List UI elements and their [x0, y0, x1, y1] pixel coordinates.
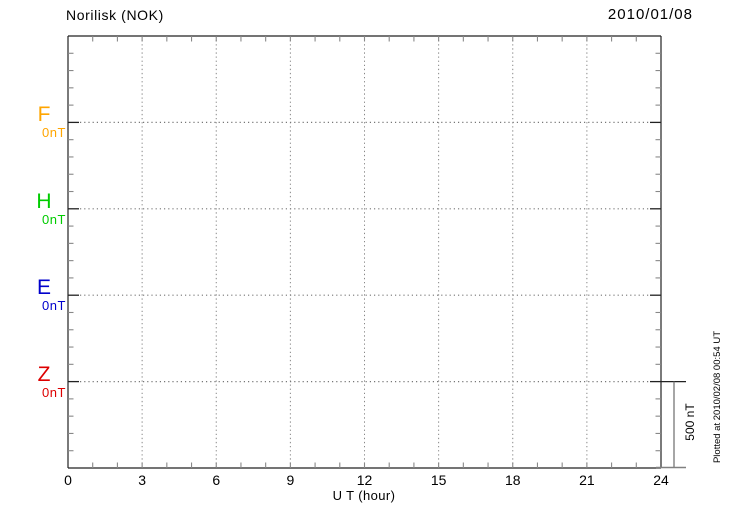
x-tick-label: 18 [504, 472, 521, 488]
channel-label-f: F [37, 103, 51, 127]
scale-bar-label: 500 nT [683, 403, 697, 441]
channel-label-z: Z [37, 362, 51, 386]
x-tick-label: 21 [579, 472, 595, 488]
page-title: Norilisk (NOK) [66, 7, 164, 23]
channel-label-e: E [36, 276, 51, 300]
x-tick-label: 15 [430, 472, 447, 488]
channel-baseline-label-z: 0nT [42, 384, 66, 400]
channel-baseline-label-e: 0nT [42, 298, 66, 314]
channel-baseline-label-f: 0nT [42, 125, 66, 141]
x-tick-label: 9 [286, 472, 295, 488]
x-tick-label: 6 [212, 472, 221, 488]
plot-date: 2010/01/08 [607, 6, 693, 23]
plotted-at-note: Plotted at 2010/02/08 00:54 UT [712, 330, 723, 464]
x-tick-label: 24 [653, 472, 669, 488]
channel-label-h: H [36, 189, 52, 213]
x-tick-label: 3 [138, 472, 147, 488]
x-axis-title: U T (hour) [332, 488, 396, 503]
channel-baseline-label-h: 0nT [42, 211, 66, 227]
x-tick-label: 0 [64, 472, 72, 488]
x-tick-label: 12 [356, 472, 373, 488]
